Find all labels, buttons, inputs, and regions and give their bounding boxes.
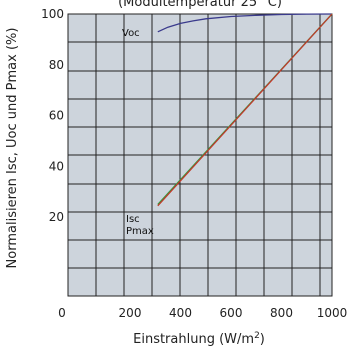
label-pmax: Pmax: [126, 226, 154, 237]
series-line-voc: [157, 13, 333, 33]
chart-subtitle: (Modultemperatur 25 °C): [118, 0, 282, 10]
y-tick-label: 60: [49, 109, 64, 123]
series-line-pmax: [157, 13, 333, 207]
grid: [68, 14, 332, 296]
x-tick-label: 1000: [317, 306, 348, 320]
label-voc: Voc: [122, 28, 140, 39]
x-tick-label: 800: [270, 306, 293, 320]
x-axis-label-main: Einstrahlung (W/m: [133, 332, 254, 347]
y-tick-label: 80: [49, 58, 64, 72]
y-tick-labels: 20 40 60 80 100: [41, 7, 64, 224]
x-tick-label: 600: [220, 306, 243, 320]
y-tick-label: 20: [49, 210, 64, 224]
series-lines: [157, 13, 333, 207]
x-tick-label: 200: [119, 306, 142, 320]
x-axis-label-end: ): [260, 332, 265, 347]
label-isc: Isc: [126, 214, 140, 225]
y-axis-label: Normalisieren Isc, Uoc und Pmax (%): [5, 28, 20, 269]
x-axis-label-superscript: 2: [254, 331, 260, 341]
x-axis-label: Einstrahlung (W/m2): [133, 331, 265, 347]
y-tick-label: 100: [41, 7, 64, 21]
x-tick-label: 400: [169, 306, 192, 320]
y-tick-label: 40: [49, 159, 64, 173]
x-tick-label: 0: [58, 306, 66, 320]
x-tick-labels: 0 200 400 600 800 1000: [58, 306, 347, 320]
